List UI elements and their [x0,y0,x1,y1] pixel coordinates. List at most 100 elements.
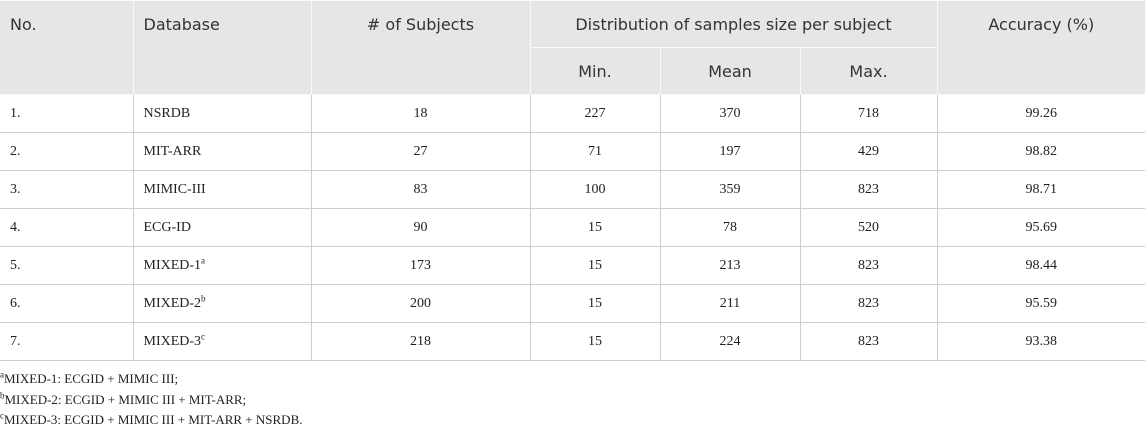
table-cell: 15 [529,322,661,361]
cell-text: 823 [858,295,880,311]
table-cell: 200 [310,284,531,323]
table-cell: 823 [799,322,938,361]
cell-text: 173 [410,257,431,273]
table-cell: 213 [659,246,801,285]
cell-text: 83 [413,181,428,197]
header-cell: Max. [799,47,938,95]
table-cell: 18 [310,94,531,133]
cell-text: 224 [719,333,741,349]
cell-text: 95.69 [1025,219,1058,235]
footnote: bMIXED-2: ECGID + MIMIC III + MIT-ARR; [0,390,303,413]
footnotes: aMIXED-1: ECGID + MIMIC III; bMIXED-2: EC… [0,369,303,433]
header-cell: Mean [659,47,801,95]
header-cell: Min. [530,47,661,95]
table-cell: NSRDB [132,94,312,133]
cell-text: MIXED-1 [143,257,202,273]
table-cell: 429 [799,132,938,171]
table-cell: 27 [310,132,531,171]
footnote: cMIXED-3: ECGID + MIMIC III + MIT-ARR + … [0,410,303,433]
cell-text: 99.26 [1025,105,1058,121]
table-cell: MIT-ARR [132,132,312,171]
table-cell: MIMIC-III [132,170,312,209]
table-cell: MIXED-1a [132,246,312,285]
table-cell: 98.71 [936,170,1145,209]
table-cell: 4. [0,208,134,247]
footnote-mark: b [201,292,206,303]
cell-text: 78 [723,219,737,235]
table-cell: 218 [310,322,531,361]
table-cell: 6. [0,284,134,323]
cell-text: MIT-ARR [143,143,202,159]
cell-text: 4. [10,219,21,235]
cell-text: MIMIC-III [143,181,206,197]
table-cell: 823 [799,284,938,323]
cell-text: 98.82 [1025,143,1058,159]
cell-text: 213 [719,257,741,273]
table-body: 1. NSRDB 18 227 370 718 99.26 2. MIT-ARR 27 71 197 4… [0,94,1145,361]
cell-text: 90 [413,219,428,235]
cell-text: 370 [719,105,741,121]
cell-text: 359 [719,181,741,197]
cell-text: 18 [413,105,428,121]
table-cell: 173 [310,246,531,285]
cell-text: NSRDB [143,105,191,121]
footnote-mark: a [0,369,4,380]
cell-text: 98.44 [1025,257,1058,273]
table-cell: 520 [799,208,938,247]
table-cell: ECG-ID [132,208,312,247]
table-cell: 98.44 [936,246,1145,285]
table-cell: 211 [659,284,801,323]
header-cell: Distribution of samples size per subject [529,0,938,48]
cell-text: 823 [858,181,880,197]
cell-text: 823 [858,257,880,273]
table-cell: 2. [0,132,134,171]
table-cell: 370 [659,94,801,133]
cell-text: 718 [858,105,880,121]
cell-text: 15 [588,257,602,273]
cell-text: 211 [719,295,741,311]
table-cell: 15 [529,284,661,323]
table-cell: 15 [529,208,661,247]
table-cell: 100 [529,170,661,209]
footnote: aMIXED-1: ECGID + MIMIC III; [0,369,303,392]
cell-text: MIXED-3 [143,333,202,349]
table-row: 6. MIXED-2b 200 15 211 823 95.59 [0,284,1145,323]
table-cell: 15 [529,246,661,285]
header-cell: Accuracy (%) [936,0,1145,95]
table-cell: 823 [799,170,938,209]
table-cell: 71 [529,132,661,171]
footnote-text: MIXED-3: ECGID + MIMIC III + MIT-ARR + N… [4,412,303,427]
table-row: 7. MIXED-3c 218 15 224 823 93.38 [0,322,1145,361]
cell-text: 218 [410,333,431,349]
cell-text: 3. [10,181,21,197]
table-cell: 83 [310,170,531,209]
table-row: 5. MIXED-1a 173 15 213 823 98.44 [0,246,1145,285]
cell-text: 2. [10,143,21,159]
cell-text: 1. [10,105,21,121]
cell-text: 71 [588,143,602,159]
table-row: 2. MIT-ARR 27 71 197 429 98.82 [0,132,1145,171]
table-cell: 95.59 [936,284,1145,323]
cell-text: 197 [719,143,741,159]
footnote-text: MIXED-2: ECGID + MIMIC III + MIT-ARR; [4,391,247,407]
footnote-mark: b [0,390,5,401]
header-cell: No. [0,0,134,95]
header-cell: # of Subjects [310,0,531,95]
footnote-mark: a [201,254,206,265]
cell-text: 15 [588,295,602,311]
cell-text: 27 [413,143,428,159]
table-row: 3. MIMIC-III 83 100 359 823 98.71 [0,170,1145,209]
table-cell: 359 [659,170,801,209]
table-cell: 99.26 [936,94,1145,133]
cell-text: 227 [584,105,606,121]
footnote-mark: c [0,410,4,421]
cell-text: 93.38 [1025,333,1058,349]
cell-text: 520 [858,219,880,235]
cell-text: 100 [584,181,606,197]
header-cell: Database [132,0,312,95]
table-cell: MIXED-2b [132,284,312,323]
table-cell: 93.38 [936,322,1145,361]
table-cell: 197 [659,132,801,171]
table-cell: 5. [0,246,134,285]
